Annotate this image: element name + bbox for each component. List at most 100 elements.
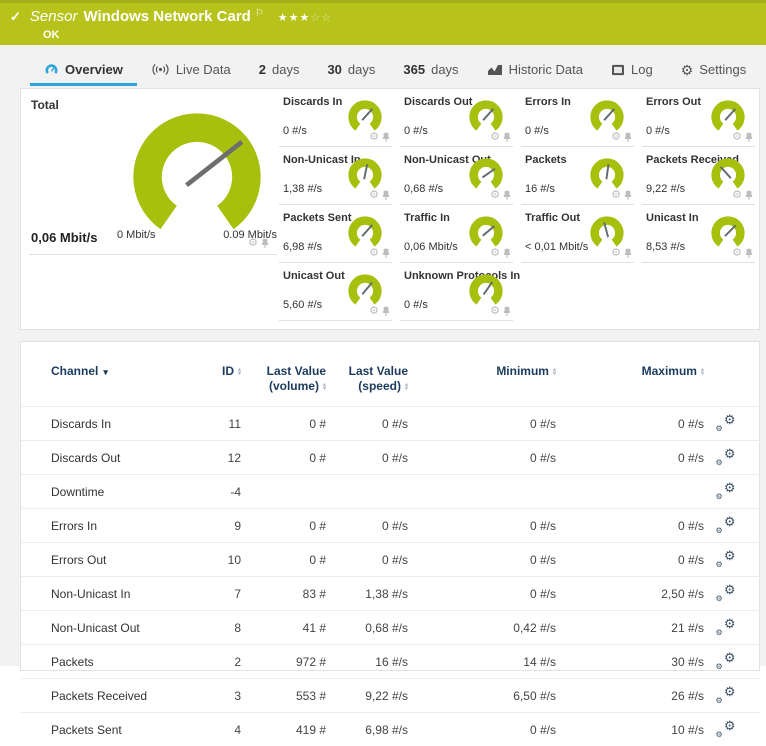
tab-log[interactable]: Log <box>597 56 667 86</box>
pin-icon[interactable] <box>745 248 753 259</box>
gear-icon[interactable]: ⚙ <box>369 190 379 201</box>
gauge-cell-icons: ⚙ <box>611 248 632 259</box>
channel-settings-icon[interactable]: ⚙⚙ <box>716 618 736 634</box>
maximum-value: 2,50 #/s <box>556 577 704 611</box>
channel-settings-icon[interactable]: ⚙⚙ <box>716 482 736 498</box>
channel-name[interactable]: Non-Unicast Out <box>21 611 196 645</box>
table-row[interactable]: Downtime-4⚙⚙ <box>21 475 761 509</box>
priority-stars[interactable]: ★★★☆☆ <box>278 11 332 24</box>
pin-icon[interactable] <box>503 248 511 259</box>
channel-settings-icon[interactable]: ⚙⚙ <box>716 686 736 702</box>
flag-icon[interactable]: ⚐ <box>255 8 264 19</box>
pin-icon[interactable] <box>382 190 390 201</box>
pin-icon[interactable] <box>503 306 511 317</box>
gauge-cell-icons: ⚙ <box>732 132 753 143</box>
gear-icon[interactable]: ⚙ <box>611 248 621 259</box>
channel-name[interactable]: Non-Unicast In <box>21 577 196 611</box>
tab-label: days <box>272 62 299 77</box>
channel-name[interactable]: Errors Out <box>21 543 196 577</box>
gear-icon[interactable]: ⚙ <box>611 132 621 143</box>
star-empty[interactable]: ☆☆ <box>310 12 332 24</box>
column-header-id[interactable]: ID▴▾ <box>196 356 241 407</box>
pin-icon[interactable] <box>745 190 753 201</box>
channel-id: 12 <box>196 441 241 475</box>
column-header-channel[interactable]: Channel▾ <box>21 356 196 407</box>
channel-settings-icon[interactable]: ⚙⚙ <box>716 550 736 566</box>
gauge-label: Errors Out <box>646 96 701 108</box>
pin-icon[interactable] <box>624 190 632 201</box>
pin-icon[interactable] <box>503 132 511 143</box>
gear-icon[interactable]: ⚙ <box>611 190 621 201</box>
pin-icon[interactable] <box>382 248 390 259</box>
gauge-value: 1,38 #/s <box>283 183 322 195</box>
pin-icon[interactable] <box>261 238 269 249</box>
gear-icon[interactable]: ⚙ <box>490 190 500 201</box>
minimum-value: 0 #/s <box>408 543 556 577</box>
gear-icon[interactable]: ⚙ <box>490 306 500 317</box>
channel-name[interactable]: Downtime <box>21 475 196 509</box>
pin-icon[interactable] <box>382 132 390 143</box>
gear-icon[interactable]: ⚙ <box>732 190 742 201</box>
channel-name[interactable]: Packets Sent <box>21 713 196 746</box>
gauge-cell-icons: ⚙ <box>369 248 390 259</box>
minimum-value: 0 #/s <box>408 407 556 441</box>
column-header-minimum[interactable]: Minimum▴▾ <box>408 356 556 407</box>
gauge-label: Errors In <box>525 96 571 108</box>
tab-number: 365 <box>403 62 425 77</box>
pin-icon[interactable] <box>382 306 390 317</box>
pin-icon[interactable] <box>624 132 632 143</box>
last-value-speed: 9,22 #/s <box>326 679 408 713</box>
tab-settings[interactable]: ⚙Settings <box>667 56 761 86</box>
gear-icon[interactable]: ⚙ <box>490 132 500 143</box>
gauge-label: Unicast Out <box>283 270 345 282</box>
pin-icon[interactable] <box>503 190 511 201</box>
channel-name[interactable]: Errors In <box>21 509 196 543</box>
gear-icon[interactable]: ⚙ <box>490 248 500 259</box>
tab-historic-data[interactable]: Historic Data <box>473 56 597 86</box>
tab-live-data[interactable]: Live Data <box>137 56 245 86</box>
channel-table-panel: Channel▾ID▴▾Last Value (volume)▴▾Last Va… <box>20 341 760 671</box>
gauge-value: 0 #/s <box>404 125 428 137</box>
sort-desc-icon: ▾ <box>103 367 108 377</box>
gear-icon[interactable]: ⚙ <box>732 132 742 143</box>
gear-icon[interactable]: ⚙ <box>248 238 258 249</box>
tab-label: Overview <box>65 62 123 77</box>
channel-name[interactable]: Discards Out <box>21 441 196 475</box>
star-filled[interactable]: ★★★ <box>278 12 311 24</box>
gear-icon[interactable]: ⚙ <box>369 306 379 317</box>
column-header-last-value-volume-[interactable]: Last Value (volume)▴▾ <box>241 356 326 407</box>
gear-icon[interactable]: ⚙ <box>369 132 379 143</box>
channel-settings-icon[interactable]: ⚙⚙ <box>716 584 736 600</box>
channel-settings-icon[interactable]: ⚙⚙ <box>716 720 736 736</box>
channel-name[interactable]: Packets <box>21 645 196 679</box>
column-header-maximum[interactable]: Maximum▴▾ <box>556 356 704 407</box>
pin-icon[interactable] <box>745 132 753 143</box>
gauge-cell-icons: ⚙ <box>611 132 632 143</box>
channel-id: 9 <box>196 509 241 543</box>
channel-settings-icon[interactable]: ⚙⚙ <box>716 448 736 464</box>
gauge-cell-icons: ⚙ <box>611 190 632 201</box>
column-header-last-value-speed-[interactable]: Last Value (speed)▴▾ <box>326 356 408 407</box>
channel-name[interactable]: Discards In <box>21 407 196 441</box>
channel-name[interactable]: Packets Received <box>21 679 196 713</box>
last-value-speed: 0 #/s <box>326 407 408 441</box>
last-value-speed <box>326 475 408 509</box>
channel-settings-icon[interactable]: ⚙⚙ <box>716 414 736 430</box>
gear-icon[interactable]: ⚙ <box>369 248 379 259</box>
gear-icon[interactable]: ⚙ <box>732 248 742 259</box>
channel-settings-icon[interactable]: ⚙⚙ <box>716 516 736 532</box>
tab-overview[interactable]: Overview <box>30 56 137 86</box>
pin-icon[interactable] <box>624 248 632 259</box>
